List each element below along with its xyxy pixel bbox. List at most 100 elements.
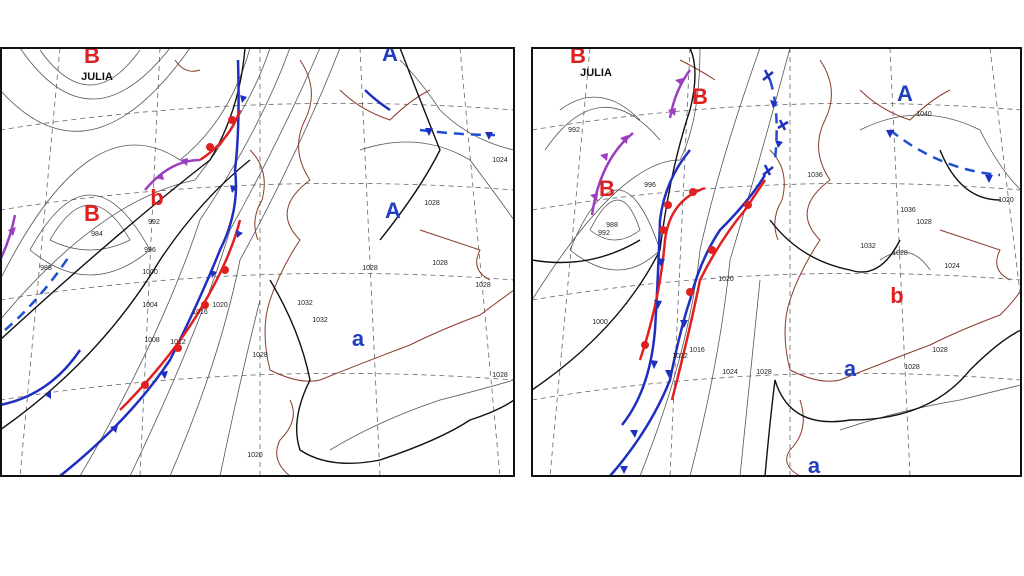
isobar-label: 996 [644,182,656,189]
warm-shape [638,186,706,361]
isobar-label: 1012 [672,353,688,360]
isobar-label: 1028 [475,282,491,289]
path-shape [680,320,688,328]
path-shape [600,153,608,161]
path-shape [110,425,118,433]
occl-shape [144,158,201,191]
isobar-label: 1028 [492,372,508,379]
cold-shape [59,59,240,476]
pressure-center: a [352,326,365,351]
dot-r-shape [141,116,236,389]
pressure-center: a [844,356,857,381]
tri-b-shape [620,100,993,474]
warm-shape [670,179,767,401]
grid-shape [0,48,514,476]
circle-shape [659,226,667,234]
isobar-label: 1032 [860,243,876,250]
isobar-label: 1028 [362,265,378,272]
isobar-label: 1000 [592,319,608,326]
isobar-label: 1028 [932,347,948,354]
isobar-label: 1020 [247,452,263,459]
path-shape [665,370,673,378]
circle-shape [201,301,209,309]
path-shape [210,270,217,278]
isobar-label: 1016 [689,347,705,354]
cold-shape [621,149,691,426]
path-shape [668,108,676,116]
cold-shape [364,89,391,112]
path-shape [657,258,665,267]
grid-shape [532,48,1021,476]
isobar-label: 1040 [916,111,932,118]
pressure-center: A [385,198,401,223]
circle-shape [206,143,214,151]
isobar-label: 992 [148,219,160,226]
circle-shape [221,266,229,274]
path-shape [620,135,628,144]
isobar-label: 1020 [212,302,228,309]
circle-shape [664,201,672,209]
pressure-center: A [897,81,913,106]
isobar-label: 1020 [998,197,1014,204]
tri-p-shape [8,158,188,236]
circle-shape [174,344,182,352]
occl-shape [668,69,692,119]
path-shape [620,466,628,474]
path-shape [8,227,16,236]
isobar-label: 1028 [892,250,908,257]
coast-shape [174,59,514,476]
iso-dark-shape [0,48,514,464]
isobar-label: 992 [568,127,580,134]
path-shape [675,78,683,86]
circle-shape [641,341,649,349]
path-shape [240,95,247,103]
isobar-label: 1036 [807,172,823,179]
isobar-label: 1028 [756,369,772,376]
pressure-center: b [150,185,163,210]
path-shape [160,371,168,379]
isobar-label: 1024 [492,157,508,164]
left-map: B B b A A a JULIA 984 988 992 996 1000 1004 10… [0,48,514,476]
isobar-label: 1000 [142,269,158,276]
path-shape [230,185,237,193]
path-shape [590,193,598,201]
isobar-label: 1016 [192,309,208,316]
pressure-center: B [692,84,708,109]
path-shape [630,430,638,438]
isobar-labels: 984 988 992 996 1000 1004 1008 1012 1016 1020 1028… [40,157,508,459]
pressure-center: b [890,283,903,308]
tri-p-shape [590,78,683,201]
dot-r-shape [641,188,752,349]
coast-shape [679,59,1021,476]
map-frame [0,47,515,477]
path-shape [770,100,778,108]
path-shape [775,140,783,148]
path-shape [180,158,188,166]
cold-shape [609,174,767,476]
circle-shape [689,188,697,196]
pressure-center: B [570,43,586,68]
isobar-label: 1024 [722,369,738,376]
path-shape [762,69,789,176]
storm-name: JULIA [580,67,612,79]
right-map: B B B A b a a JULIA 99299698899210001012… [532,43,1021,476]
dash-shape [889,129,1001,177]
path-shape [654,300,662,309]
isobar-label: 1028 [252,352,268,359]
path-shape [236,230,243,238]
isobar-label: 1008 [144,337,160,344]
isobar-label: 1028 [916,219,932,226]
isobar-label: 1028 [432,260,448,267]
circle-shape [141,381,149,389]
isobar-label: 1028 [904,364,920,371]
circle-shape [708,246,716,254]
path-shape [650,360,658,369]
isobar-label: 992 [598,230,610,237]
iso-shape [532,48,1021,476]
path-shape [45,391,51,399]
path-shape [886,130,894,138]
path-shape [155,172,164,180]
